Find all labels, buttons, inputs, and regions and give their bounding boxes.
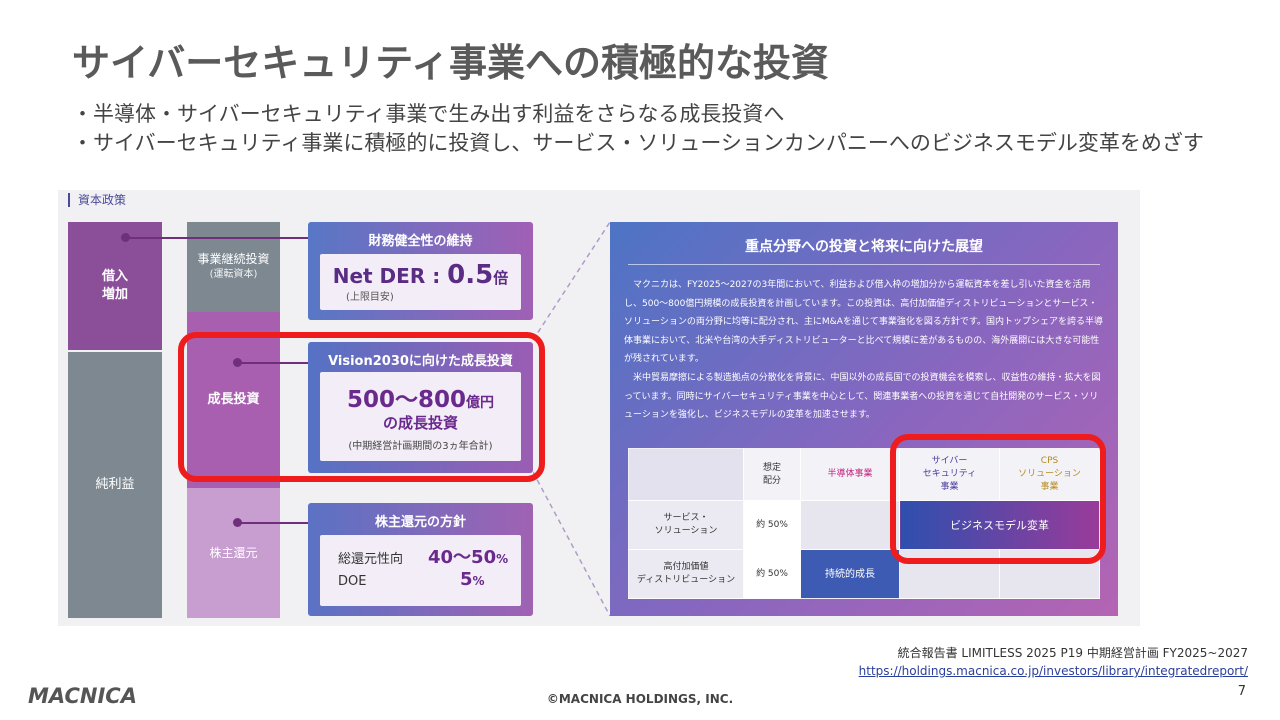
return-row-value: 5 — [460, 569, 473, 590]
macnica-logo: MACNICA — [28, 684, 137, 708]
use-business-continuity: 事業継続投資 (運転資本) — [187, 222, 280, 312]
net-der-label: Net DER — [332, 264, 426, 288]
return-row: 総還元性向 40～50% — [338, 543, 521, 569]
page-title: サイバーセキュリティ事業への積極的な投資 — [72, 41, 829, 85]
connector-dot — [121, 233, 130, 242]
outlook-panel: 重点分野への投資と将来に向けた展望 マクニカは、FY2025～2027の3年間に… — [610, 222, 1118, 616]
connector-dot — [233, 358, 242, 367]
bullet-item: ・サイバーセキュリティ事業に積極的に投資し、サービス・ソリューションカンパニーへ… — [72, 131, 1204, 155]
sustainable-growth-cell: 持続的成長 — [800, 549, 900, 599]
table-empty-cell — [899, 549, 1000, 599]
return-row-unit: % — [496, 552, 509, 566]
shareholder-return-title: 株主還元の方針 — [374, 515, 466, 530]
growth-investment-panel: 500～800億円 の成長投資 (中期経営計画期間の3ヵ年合計) — [320, 372, 521, 461]
growth-investment-box: Vision2030に向けた成長投資 500～800億円 の成長投資 (中期経営… — [308, 342, 533, 473]
table-row-pct: 約 50% — [743, 500, 801, 550]
allocation-table: 想定 配分 半導体事業 サイバー セキュリティ 事業 CPS ソリューション 事… — [628, 448, 1100, 599]
table-empty-cell — [800, 500, 900, 550]
capital-policy-figure: 資本政策 借入 増加 純利益 事業継続投資 (運転資本) 成長投資 株主還元 財… — [58, 190, 1140, 626]
source-net-income-label: 純利益 — [95, 477, 135, 492]
use-business-continuity-label: 事業継続投資 — [197, 252, 270, 266]
source-borrowing: 借入 増加 — [68, 222, 162, 350]
net-der-panel: Net DER : 0.5倍 (上限目安) — [320, 254, 521, 310]
table-row-label: 高付加価値 ディストリビューション — [628, 549, 744, 599]
connector-line — [240, 522, 308, 524]
outlook-divider — [628, 264, 1100, 265]
bullet-list: ・半導体・サイバーセキュリティ事業で生み出す利益をさらなる成長投資へ ・サイバー… — [72, 100, 1242, 158]
net-der-colon: : — [432, 264, 441, 288]
bullet-item: ・半導体・サイバーセキュリティ事業で生み出す利益をさらなる成長投資へ — [72, 102, 785, 126]
source-link[interactable]: https://holdings.macnica.co.jp/investors… — [858, 664, 1248, 678]
page-number: 7 — [1237, 684, 1246, 699]
use-shareholder-return-label: 株主還元 — [209, 546, 258, 560]
table-header-semiconductor: 半導体事業 — [800, 448, 900, 501]
use-growth-label: 成長投資 — [207, 392, 260, 407]
outlook-title: 重点分野への投資と将来に向けた展望 — [745, 239, 983, 255]
financial-health-title: 財務健全性の維持 — [368, 234, 473, 249]
return-row-label: 総還元性向 — [338, 552, 404, 567]
copyright: ©MACNICA HOLDINGS, INC. — [546, 692, 734, 706]
business-model-transformation-cell: ビジネスモデル変革 — [899, 500, 1100, 550]
source-note: 統合報告書 LIMITLESS 2025 P19 中期経営計画 FY2025~2… — [859, 644, 1248, 680]
table-corner-cell — [628, 448, 744, 501]
return-row-label: DOE — [338, 574, 367, 589]
source-borrowing-label: 借入 増加 — [101, 269, 128, 302]
financial-health-box: 財務健全性の維持 Net DER : 0.5倍 (上限目安) — [308, 222, 533, 320]
outlook-paragraph: 米中貿易摩擦による製造拠点の分散化を背景に、中国以外の成長国での投資機会を模索し… — [624, 372, 1101, 421]
table-empty-cell — [999, 549, 1100, 599]
use-shareholder-return: 株主還元 — [187, 488, 280, 618]
source-net-income: 純利益 — [68, 352, 162, 618]
growth-amount: 500～800 — [346, 387, 467, 413]
net-der-unit: 倍 — [493, 269, 509, 287]
outlook-body: マクニカは、FY2025～2027の3年間において、利益および借入枠の増加分から… — [624, 276, 1104, 425]
highlight-growth-investment — [178, 332, 545, 482]
return-row: DOE 5% — [338, 569, 521, 595]
table-header-cps: CPS ソリューション 事業 — [999, 448, 1100, 501]
connector-line — [128, 237, 308, 239]
figure-caption: 資本政策 — [68, 193, 126, 207]
use-business-continuity-sub: (運転資本) — [209, 269, 258, 280]
return-row-unit: % — [472, 574, 485, 588]
net-der-value: 0.5 — [447, 260, 494, 290]
outlook-paragraph: マクニカは、FY2025～2027の3年間において、利益および借入枠の増加分から… — [624, 280, 1103, 365]
table-header-cybersecurity: サイバー セキュリティ 事業 — [899, 448, 1000, 501]
table-header-allocation: 想定 配分 — [743, 448, 801, 501]
return-row-value: 40～50 — [428, 547, 497, 568]
growth-line2: の成長投資 — [382, 414, 458, 432]
shareholder-return-panel: 総還元性向 40～50% DOE 5% — [320, 535, 521, 606]
connector-dot — [233, 518, 242, 527]
source-text: 統合報告書 LIMITLESS 2025 P19 中期経営計画 FY2025~2… — [897, 646, 1248, 660]
use-growth: 成長投資 — [187, 312, 280, 488]
growth-investment-title: Vision2030に向けた成長投資 — [328, 354, 513, 369]
table-row-label: サービス・ ソリューション — [628, 500, 744, 550]
highlight-cybersecurity — [890, 434, 1106, 564]
net-der-note: (上限目安) — [346, 292, 394, 303]
zoom-connector-lines — [533, 222, 611, 616]
connector-line — [240, 362, 308, 364]
growth-amount-unit: 億円 — [466, 395, 495, 411]
shareholder-return-box: 株主還元の方針 総還元性向 40～50% DOE 5% — [308, 503, 533, 616]
growth-note: (中期経営計画期間の3ヵ年合計) — [348, 441, 493, 452]
table-row-pct: 約 50% — [743, 549, 801, 599]
